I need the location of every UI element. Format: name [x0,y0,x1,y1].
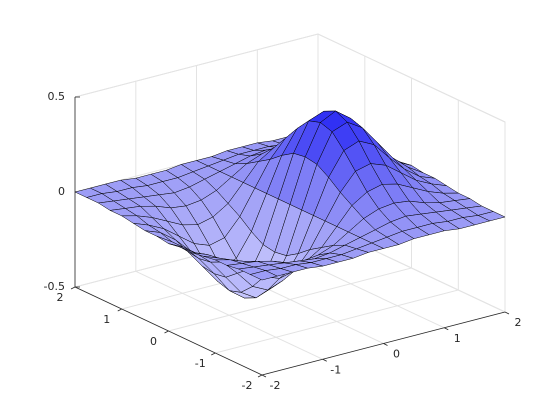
x-tick [322,358,327,362]
x-tick [383,343,388,346]
x-tick [504,311,510,315]
y-tick-label: -1 [195,357,206,370]
x-tick-label: 0 [393,348,400,361]
y-tick-label: 1 [103,313,110,326]
y-tick-label: 0 [150,335,157,348]
x-tick [444,327,449,331]
x-tick-label: -1 [330,363,341,376]
x-tick-label: -2 [270,379,281,392]
surface-cell [250,270,278,281]
x-tick-label: 2 [515,316,522,329]
y-tick-label: 2 [57,291,64,304]
z-tick-label: 0.5 [48,90,66,103]
z-tick-label: 0 [58,185,65,198]
y-tick [70,286,76,290]
grid-line [74,33,506,123]
y-tick [257,374,263,378]
y-tick-label: -2 [242,379,253,392]
y-tick [211,352,216,356]
y-tick [164,330,169,334]
y-tick [117,308,122,312]
x-tick [261,374,267,378]
x-tick-label: 1 [454,332,461,345]
z-tick-label: -0.5 [44,280,65,293]
